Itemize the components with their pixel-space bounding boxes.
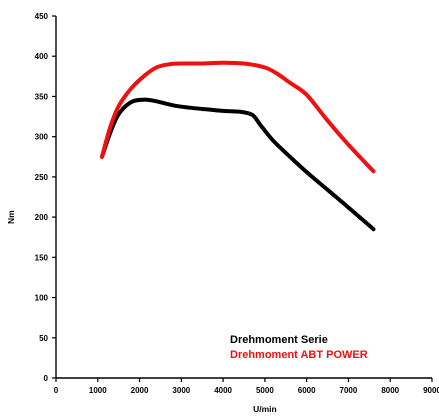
y-tick-label: 350 <box>35 92 49 101</box>
x-tick-label: 2000 <box>131 386 149 395</box>
axes <box>52 15 433 382</box>
x-tick-label: 9000 <box>423 386 439 395</box>
legend: Drehmoment Serie Drehmoment ABT POWER <box>230 334 368 361</box>
series-lines <box>100 60 376 232</box>
x-tick-label: 4000 <box>214 386 232 395</box>
y-axis-title: Nm <box>6 210 16 224</box>
x-tick-label: 8000 <box>381 386 399 395</box>
legend-entry-abt-power: Drehmoment ABT POWER <box>230 349 368 361</box>
y-tick-label: 100 <box>35 294 49 303</box>
y-tick-label: 400 <box>35 52 49 61</box>
x-tick-label: 3000 <box>172 386 190 395</box>
y-tick-label: 300 <box>35 133 49 142</box>
y-tick-labels: 0 50 100 150 200 250 300 350 400 450 <box>35 12 49 383</box>
x-tick-label: 1000 <box>89 386 107 395</box>
x-tick-label: 0 <box>54 386 59 395</box>
y-tick-label: 150 <box>35 253 49 262</box>
y-tick-label: 50 <box>39 334 48 343</box>
x-tick-label: 5000 <box>256 386 274 395</box>
x-tick-label: 7000 <box>340 386 358 395</box>
series-line-serie <box>100 97 376 232</box>
y-tick-label: 0 <box>44 374 49 383</box>
x-tick-labels: 0 1000 2000 3000 4000 5000 6000 7000 8000 9000 <box>54 386 439 395</box>
legend-entry-serie: Drehmoment Serie <box>230 334 328 346</box>
y-tick-label: 250 <box>35 173 49 182</box>
x-axis-title: U/min <box>253 404 277 414</box>
series-line-abt-power <box>100 60 376 174</box>
y-tick-label: 450 <box>35 12 49 21</box>
x-tick-label: 6000 <box>298 386 316 395</box>
y-tick-label: 200 <box>35 213 49 222</box>
